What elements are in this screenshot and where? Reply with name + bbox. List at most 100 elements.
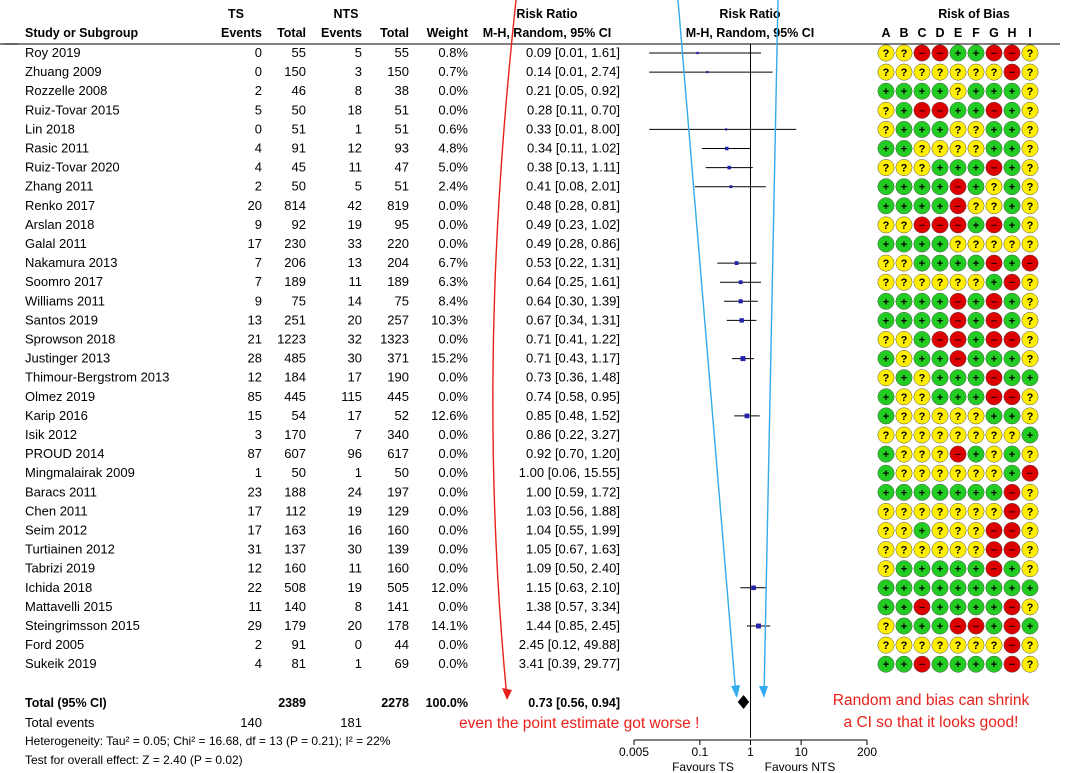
bias-symbol: +: [1009, 468, 1015, 480]
bias-symbol: +: [991, 621, 997, 633]
bias-symbol: ?: [1027, 277, 1034, 289]
nts-events: 20: [348, 618, 362, 633]
bias-symbol: +: [937, 354, 943, 366]
header-plot-method: M-H, Random, 95% CI: [686, 26, 815, 40]
bias-symbol: +: [883, 583, 889, 595]
point-estimate: [729, 185, 733, 189]
nts-total: 93: [395, 141, 409, 156]
bias-dot: [1003, 445, 1021, 463]
study-name: Williams 2011: [25, 293, 105, 308]
bias-dot: [877, 311, 895, 329]
table-row: Ichida 2018 22 508 19 505 12.0% 1.15 [0.63, 2.…: [25, 580, 620, 595]
bias-dot: [949, 140, 967, 157]
bias-dot: [1021, 159, 1039, 177]
bias-dot: [913, 101, 931, 119]
bias-symbol: ?: [901, 277, 908, 289]
bias-symbol: ?: [973, 430, 980, 442]
study-name: Seim 2012: [25, 523, 87, 538]
table-row: Ruiz-Tovar 2020 4 45 11 47 5.0% 0.38 [0.13, 1.…: [25, 160, 620, 175]
bias-dot: [877, 350, 895, 368]
nts-events: 32: [348, 332, 362, 347]
point-estimate: [725, 128, 728, 131]
bias-dot: [895, 331, 913, 348]
axis-tick-label: 200: [857, 745, 877, 759]
bias-dot: [1003, 101, 1021, 119]
bias-dot: [913, 63, 931, 81]
nts-events: 8: [355, 83, 362, 98]
bias-symbol: −: [1027, 258, 1033, 270]
nts-total: 1323: [380, 332, 409, 347]
bias-dot: [985, 44, 1003, 62]
bias-dot: [931, 273, 949, 291]
bias-dot: [985, 178, 1003, 196]
bias-dot: [931, 522, 949, 539]
bias-dot: [877, 464, 895, 482]
plot-marks: [649, 44, 797, 738]
bias-dot: [877, 522, 895, 539]
bias-row: ?? − − − + − +?: [877, 216, 1039, 234]
bias-dot: [1003, 159, 1021, 177]
table-row: Zhuang 2009 0 150 3 150 0.7% 0.14 [0.01, 2.74]: [25, 64, 620, 79]
bias-dot: [949, 636, 967, 654]
study-name: Soomro 2017: [25, 274, 103, 289]
table-row: Zhang 2011 2 50 5 51 2.4% 0.41 [0.08, 2.01]: [25, 179, 620, 194]
nts-total: 189: [387, 274, 409, 289]
bias-dot: [913, 311, 931, 329]
table-row: Mingmalairak 2009 1 50 1 50 0.0% 1.00 [0.06, 1…: [25, 465, 620, 480]
bias-row: + + + +?????: [877, 235, 1039, 253]
bias-symbol: +: [919, 258, 925, 270]
bias-dot: [949, 197, 967, 215]
bias-dot: [877, 159, 895, 177]
header-plot: Risk Ratio: [719, 7, 780, 21]
bias-symbol: +: [919, 124, 925, 136]
ts-total: 485: [284, 351, 306, 366]
bias-dot: [913, 82, 931, 100]
ci-value: 0.38 [0.13, 1.11]: [527, 160, 620, 175]
bias-dot: [1003, 636, 1021, 654]
bias-dot: [931, 350, 949, 368]
ts-events: 7: [255, 255, 262, 270]
nts-events: 19: [348, 580, 362, 595]
bias-symbol: −: [991, 392, 997, 404]
header-nts-events: Events: [321, 26, 362, 40]
bias-symbol: +: [919, 583, 925, 595]
favours-nts: Favours NTS: [765, 760, 836, 773]
bias-dot: [877, 502, 895, 520]
bias-symbol: ?: [955, 545, 962, 557]
nts-events: 115: [341, 389, 362, 404]
bias-dot: [967, 483, 985, 501]
bias-symbol: +: [901, 659, 907, 671]
ts-events: 22: [248, 580, 262, 595]
bias-letter: F: [972, 26, 980, 40]
axis-tick-label: 0.1: [692, 745, 709, 759]
bias-symbol: ?: [991, 67, 998, 79]
bias-symbol: +: [1009, 258, 1015, 270]
nts-events: 1: [355, 121, 362, 136]
bias-dot: [1003, 254, 1021, 272]
ci-value: 0.71 [0.41, 1.22]: [526, 332, 620, 347]
bias-symbol: +: [883, 86, 889, 98]
bias-symbol: ?: [1027, 602, 1034, 614]
ts-events: 4: [255, 160, 262, 175]
nts-events: 33: [348, 236, 362, 251]
bias-symbol: +: [901, 201, 907, 213]
weight-value: 15.2%: [431, 351, 468, 366]
weight-value: 0.0%: [438, 484, 468, 499]
bias-dot: [913, 369, 931, 387]
bias-dot: [895, 101, 913, 119]
bias-dot: [985, 407, 1003, 425]
bias-dot: [949, 388, 967, 406]
bias-row: ???????? +: [877, 426, 1039, 444]
ts-total: 81: [292, 656, 306, 671]
bias-dot: [949, 655, 967, 673]
bias-symbol: +: [1027, 621, 1033, 633]
bias-dot: [1021, 579, 1039, 597]
bias-symbol: +: [955, 48, 961, 60]
table-row: Isik 2012 3 170 7 340 0.0% 0.86 [0.22, 3.27]: [25, 427, 620, 442]
ts-events: 2: [255, 637, 262, 652]
nts-total: 505: [387, 580, 409, 595]
bias-symbol: +: [937, 296, 943, 308]
bias-dot: [931, 464, 949, 482]
bias-dot: [1003, 502, 1021, 520]
bias-dot: [913, 655, 931, 673]
